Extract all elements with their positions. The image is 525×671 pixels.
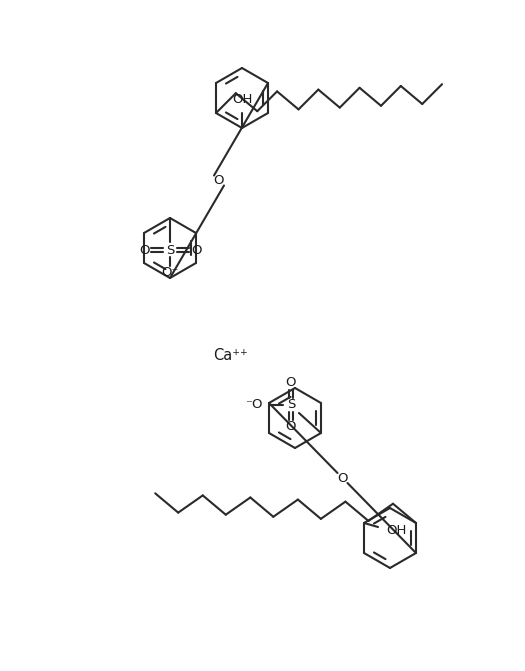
Text: S: S <box>166 244 174 256</box>
Text: S: S <box>287 399 295 411</box>
Text: ⁻O: ⁻O <box>246 399 263 411</box>
Text: O: O <box>191 244 201 256</box>
Text: O: O <box>286 421 296 433</box>
Text: OH: OH <box>386 525 406 537</box>
Text: OH: OH <box>232 93 252 106</box>
Text: O: O <box>139 244 149 256</box>
Text: O: O <box>214 174 224 187</box>
Text: O: O <box>286 376 296 389</box>
Text: Ca⁺⁺: Ca⁺⁺ <box>213 348 247 362</box>
Text: O: O <box>337 472 348 484</box>
Text: O⁻: O⁻ <box>161 266 179 278</box>
